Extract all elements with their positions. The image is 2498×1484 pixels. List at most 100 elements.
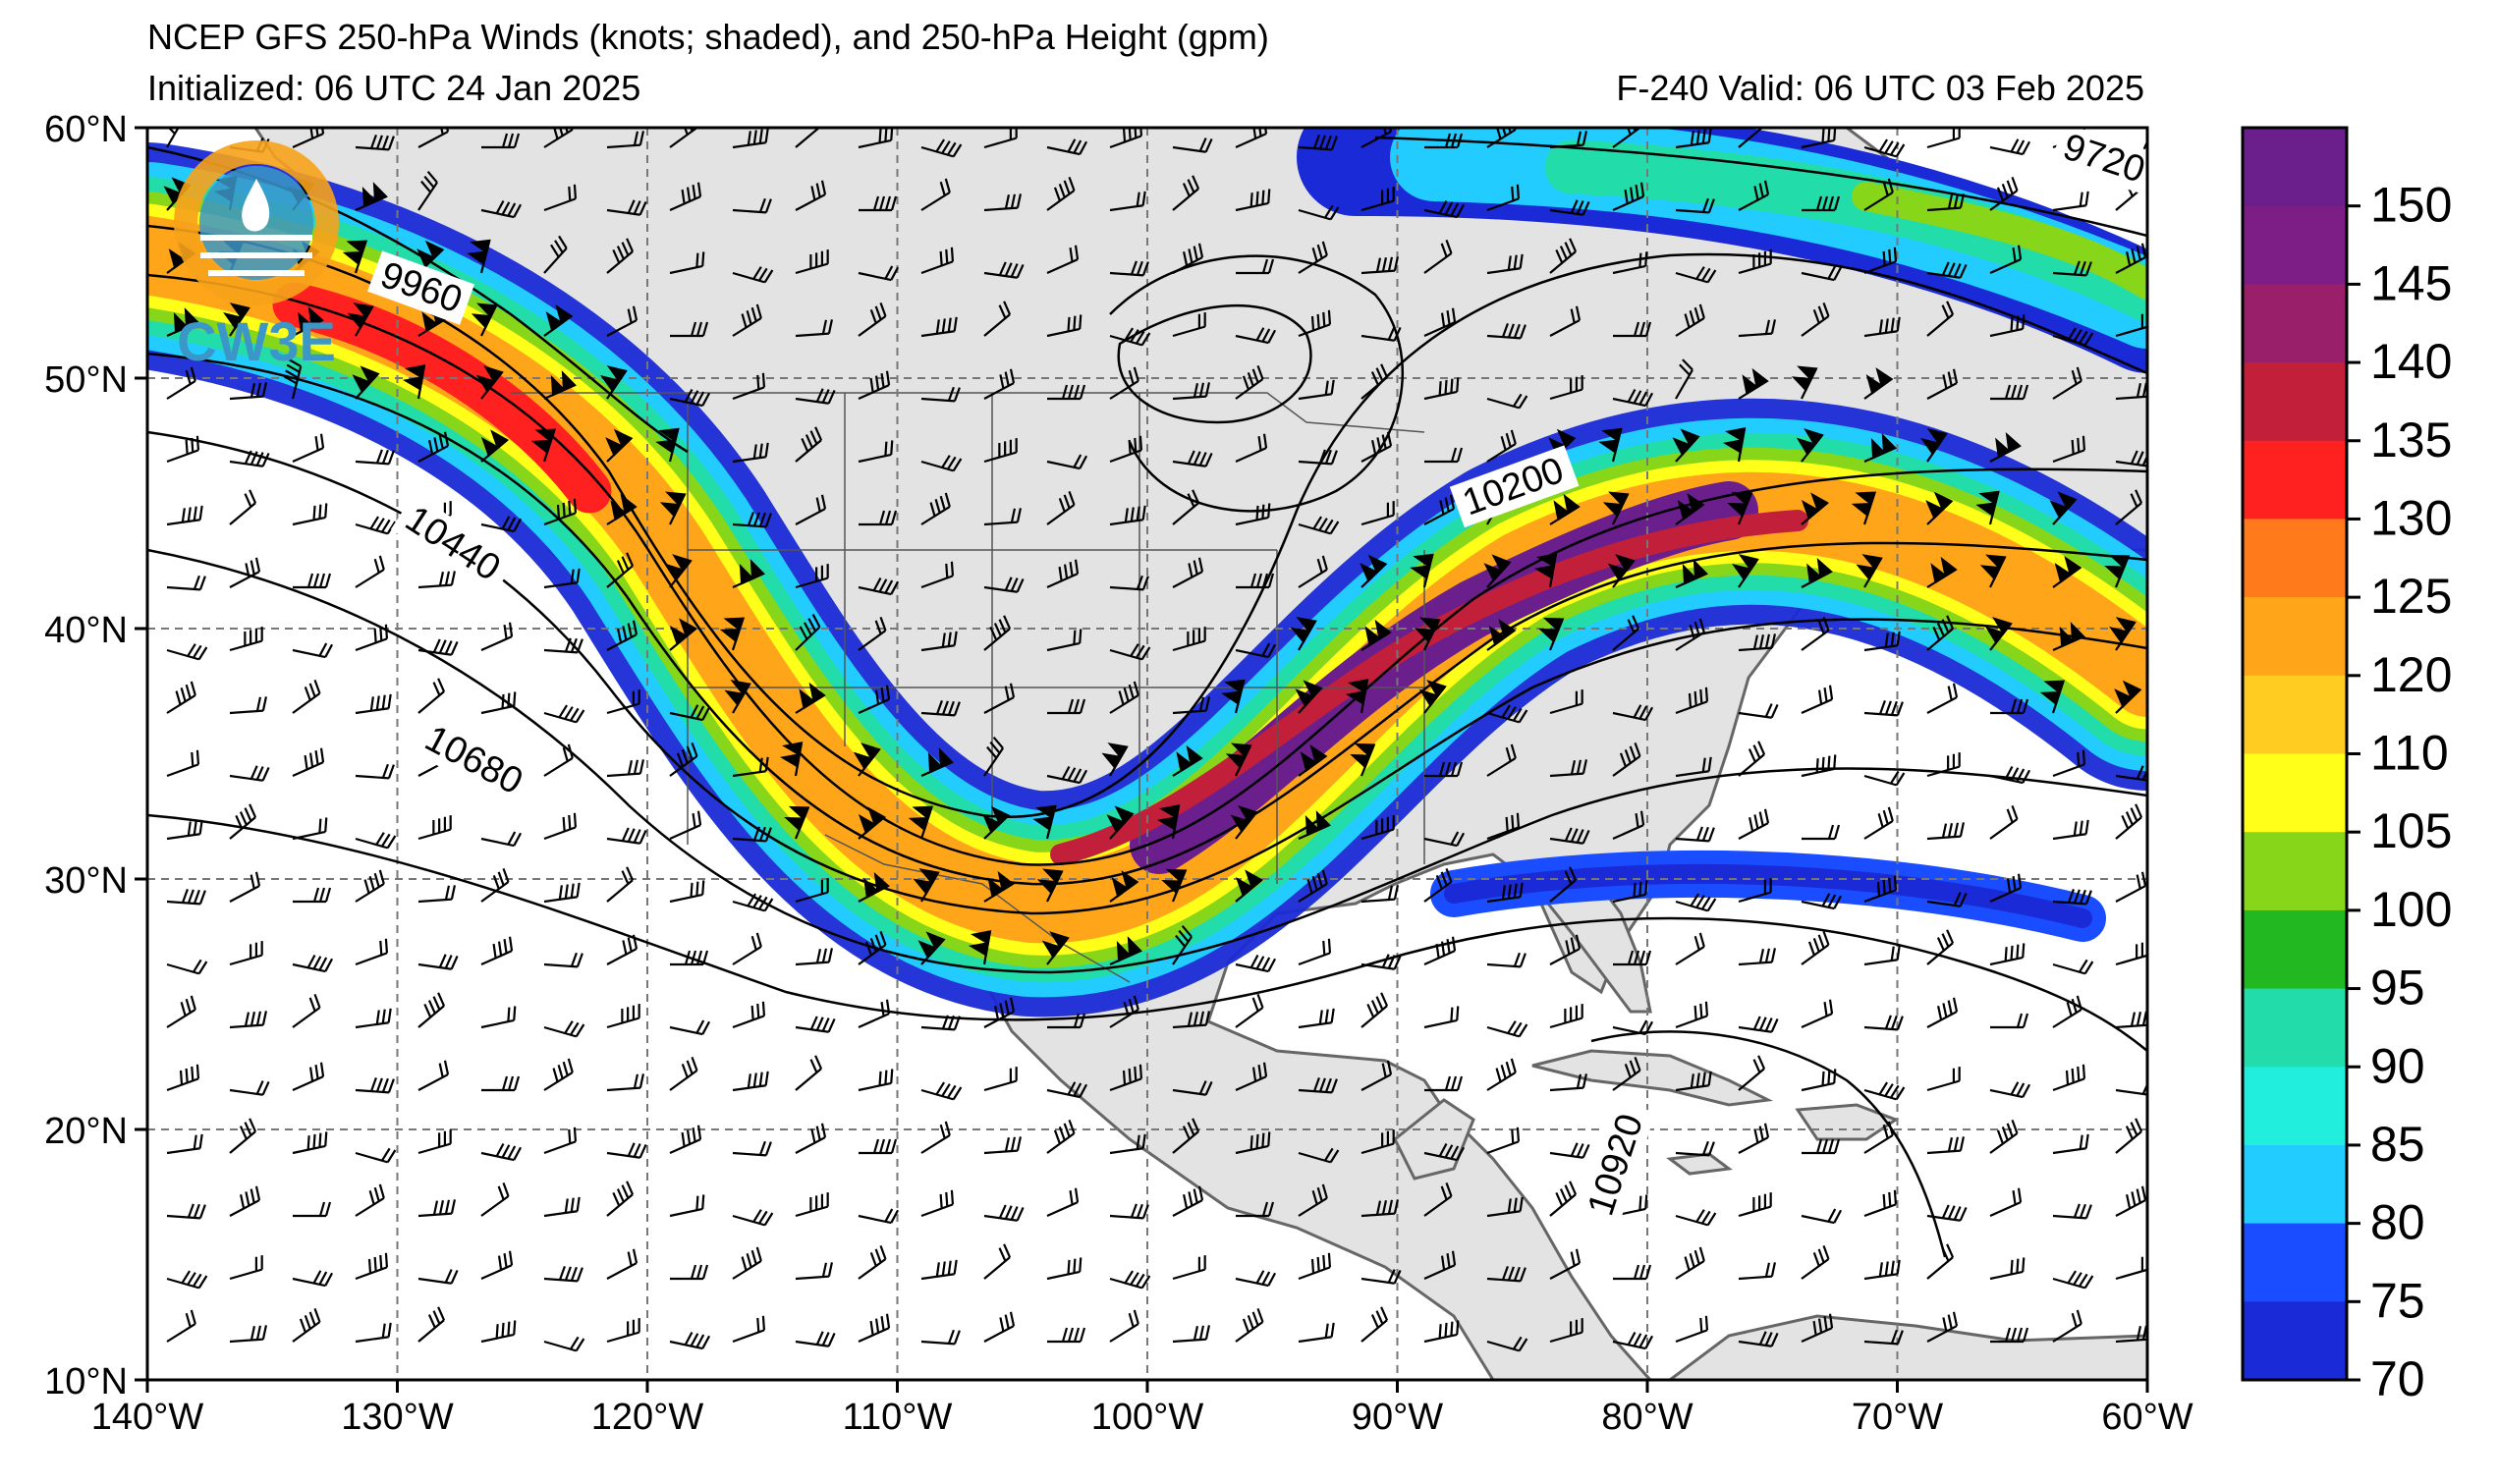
wind-barb xyxy=(983,1311,1016,1343)
wind-barb xyxy=(2115,1118,2143,1154)
wind-barb xyxy=(229,627,263,652)
colorbar-swatch xyxy=(2243,597,2347,677)
wind-barb xyxy=(795,1192,829,1218)
wind-barb xyxy=(355,135,395,151)
wind-barb xyxy=(795,1331,836,1347)
wind-barb xyxy=(1989,314,2026,338)
wind-barb xyxy=(795,128,822,148)
land-cuba xyxy=(1531,1049,1774,1107)
wind-barb xyxy=(1926,1136,1966,1155)
wind-barb xyxy=(983,1067,1018,1092)
wind-barb xyxy=(229,1118,257,1154)
wind-barb xyxy=(1423,239,1453,274)
wind-barb xyxy=(1612,182,1645,212)
wind-barb xyxy=(1236,1201,1275,1218)
wind-barb xyxy=(2115,1011,2147,1029)
wind-barb xyxy=(1350,742,1376,777)
wind-barb xyxy=(417,885,457,904)
wind-barb xyxy=(355,938,389,966)
wind-barb xyxy=(2052,556,2082,588)
wind-barb xyxy=(1423,1006,1460,1029)
wind-barb xyxy=(606,552,635,588)
wind-barb xyxy=(229,941,263,966)
wind-barb xyxy=(1675,687,1709,715)
wind-barb xyxy=(1607,554,1636,588)
wind-barb xyxy=(347,302,374,337)
colorbar-label: 85 xyxy=(2370,1117,2425,1172)
wind-barb xyxy=(543,1058,574,1091)
wind-barb xyxy=(1486,743,1517,777)
wind-barb xyxy=(1046,765,1088,785)
wind-barb xyxy=(983,1136,1023,1155)
wind-barb xyxy=(480,1182,510,1217)
wind-barb xyxy=(1549,305,1582,337)
wind-barb xyxy=(1920,428,1948,463)
wind-barb xyxy=(606,305,638,337)
wind-barb xyxy=(480,831,523,848)
wind-barb xyxy=(1360,431,1393,463)
wind-barb xyxy=(1738,1331,1779,1347)
wind-barb xyxy=(655,427,680,463)
wind-barb xyxy=(481,1075,521,1092)
lon-label: 100°W xyxy=(1091,1397,1204,1438)
wind-barb xyxy=(1109,870,1139,903)
wind-barb xyxy=(920,178,951,211)
wind-barb xyxy=(669,1194,705,1218)
wind-barb xyxy=(606,1142,647,1159)
logo-text: CW3E xyxy=(177,310,336,372)
wind-barb xyxy=(1989,1081,2031,1099)
colorbar-swatch xyxy=(2243,988,2347,1068)
wind-barb xyxy=(1675,618,1705,651)
wind-barb xyxy=(1738,878,1772,904)
wind-barb xyxy=(1360,256,1400,275)
wind-barb xyxy=(1046,559,1080,589)
colorbar-label: 80 xyxy=(2370,1195,2425,1250)
wind-barb xyxy=(1675,266,1717,284)
wind-barb xyxy=(1423,831,1466,848)
wind-barb xyxy=(166,959,208,975)
wind-barb xyxy=(732,303,762,337)
wind-barb xyxy=(779,742,804,777)
wind-barb xyxy=(1156,804,1181,840)
wind-barb xyxy=(1047,1327,1086,1344)
wind-barb xyxy=(1549,375,1583,401)
wind-barb xyxy=(1235,364,1264,400)
wind-barb xyxy=(1549,827,1590,845)
wind-barb xyxy=(858,265,900,282)
colorbar-swatch xyxy=(2243,1067,2347,1146)
wind-barb xyxy=(858,1313,891,1344)
wind-barb xyxy=(2052,1064,2086,1092)
wind-barb xyxy=(2049,491,2078,525)
wind-barb xyxy=(1298,810,1331,841)
wind-barb xyxy=(1602,491,1630,525)
wind-barb xyxy=(1235,642,1277,659)
wind-barb xyxy=(858,440,894,464)
wind-barb xyxy=(2115,871,2147,903)
colorbar-label: 150 xyxy=(2370,178,2452,233)
wind-barb xyxy=(1106,805,1135,840)
wind-barb xyxy=(1298,1147,1340,1164)
wind-barb xyxy=(1486,1196,1524,1218)
colorbar-swatch xyxy=(2243,1223,2347,1302)
wind-barb xyxy=(1990,1327,2029,1344)
wind-barb xyxy=(1423,494,1456,525)
wind-barb xyxy=(795,1262,834,1281)
wind-barb xyxy=(1863,138,1906,158)
wind-barb xyxy=(292,642,334,659)
wind-barb xyxy=(669,1125,702,1155)
wind-barb xyxy=(417,1060,450,1091)
wind-barb xyxy=(467,239,491,274)
wind-barb xyxy=(2052,1203,2092,1220)
wind-barb xyxy=(858,1069,894,1092)
wind-barb xyxy=(920,1329,961,1346)
lat-label: 40°N xyxy=(44,610,128,651)
valid-time: F-240 Valid: 06 UTC 03 Feb 2025 xyxy=(1616,68,2144,108)
wind-barb xyxy=(1613,950,1652,966)
wind-barb xyxy=(1613,1264,1652,1281)
lat-label: 60°N xyxy=(44,109,128,150)
wind-barb xyxy=(1533,553,1558,588)
wind-barb xyxy=(355,182,388,212)
wind-barb xyxy=(417,638,459,656)
wind-barb xyxy=(1990,1013,2029,1029)
